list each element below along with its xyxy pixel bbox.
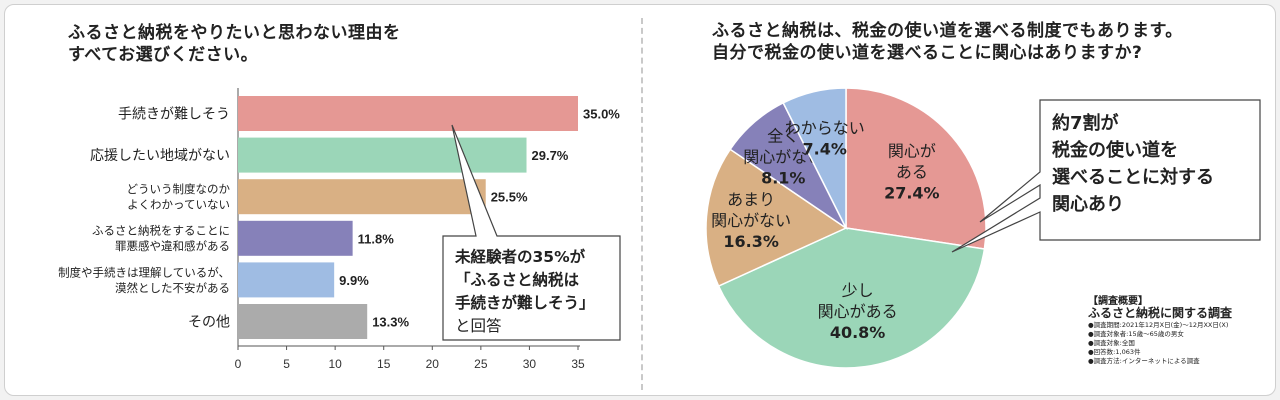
category-label: よくわかっていない	[127, 198, 230, 212]
pie-slice	[717, 227, 986, 369]
survey-title: ふるさと納税に関する調査	[1088, 306, 1233, 320]
pie-category-label: 関心がない	[743, 147, 823, 166]
bar-value-label: 25.5%	[491, 190, 528, 205]
q1-callout-text: 手続きが難しそう」	[455, 293, 595, 312]
category-label: その他	[188, 315, 230, 331]
q2-callout-text: 税金の使い道を	[1052, 139, 1178, 161]
pie-category-label: 少し	[842, 281, 874, 300]
pie-category-label: わからない	[785, 119, 865, 138]
bar	[238, 304, 368, 339]
pie-value-label: 7.4%	[803, 140, 847, 159]
q2-title-line2: 自分で税金の使い道を選べることに関心はありますか?	[712, 43, 1143, 63]
category-label: 手続きが難しそう	[118, 106, 230, 123]
pie-category-label: 全く	[767, 126, 799, 145]
bar	[238, 179, 486, 215]
category-label: 罪悪感や違和感がある	[115, 239, 230, 253]
bar	[238, 137, 527, 173]
q2-badge: Q.2	[672, 41, 692, 55]
x-tick-label: 0	[235, 357, 242, 371]
survey-item: ●調査対象者:15歳〜65歳の男女	[1088, 330, 1184, 338]
x-tick-label: 25	[474, 357, 488, 371]
pie-category-label: あまり	[727, 190, 775, 209]
pie-value-label: 16.3%	[723, 232, 779, 251]
survey-summary: 【調査概要】 ふるさと納税に関する調査 ●調査期間:2021年12月X日(金)〜…	[1088, 296, 1268, 366]
bar	[238, 220, 353, 256]
survey-item: ●回答数:1,063件	[1088, 348, 1141, 356]
pie-slice	[845, 87, 987, 250]
bar	[238, 262, 335, 298]
category-label: 漠然とした不安がある	[115, 281, 230, 295]
bar	[238, 96, 578, 131]
q1-title: ふるさと納税をやりたいと思わない理由を すべてお選びください。	[68, 22, 401, 66]
category-label: 応援したい地域がない	[90, 148, 230, 164]
q2-callout-text: 関心あり	[1052, 194, 1124, 215]
q2-callout-text: 選べることに対する	[1052, 166, 1214, 188]
pie-category-label: 関心がある	[818, 302, 898, 321]
q1-badge: Q.1	[29, 41, 49, 55]
q2-callout-box	[951, 99, 1261, 253]
pie-value-label: 8.1%	[761, 168, 805, 187]
bar-value-label: 29.7%	[532, 148, 569, 163]
q1-callout-text: 未経験者の35%が	[454, 247, 586, 266]
pie-category-label: 関心が	[888, 141, 936, 160]
category-label: どういう制度なのか	[127, 182, 231, 196]
q2-title-line1: ふるさと納税は、税金の使い道を選べる制度でもあります。	[712, 21, 1183, 41]
x-tick-label: 15	[377, 357, 391, 371]
q1-callout-text: 「ふるさと納税は	[455, 270, 580, 289]
pie-value-label: 27.4%	[884, 183, 940, 202]
bar-value-label: 13.3%	[372, 315, 409, 330]
bar-value-label: 35.0%	[583, 107, 620, 122]
pie-category-label: ある	[896, 162, 928, 181]
q1-callout-box	[442, 124, 621, 341]
pie-value-label: 40.8%	[830, 323, 886, 342]
survey-item: ●調査方法:インターネットによる調査	[1088, 357, 1200, 365]
q2-title: ふるさと納税は、税金の使い道を選べる制度でもあります。 自分で税金の使い道を選べ…	[712, 20, 1183, 64]
q1-title-line1: ふるさと納税をやりたいと思わない理由を	[68, 23, 401, 43]
x-tick-label: 5	[283, 357, 290, 371]
pie-slice	[705, 148, 848, 288]
survey-item: ●調査期間:2021年12月X日(金)〜12月XX日(X)	[1088, 321, 1229, 329]
bar-value-label: 9.9%	[339, 273, 369, 288]
survey-item: ●調査対象:全国	[1088, 339, 1135, 347]
x-tick-label: 30	[523, 357, 537, 371]
q1-callout-text: と回答	[455, 317, 502, 335]
q1-title-line2: すべてお選びください。	[68, 45, 259, 65]
panel-divider	[641, 18, 643, 390]
x-tick-label: 35	[571, 357, 585, 371]
x-tick-label: 20	[426, 357, 440, 371]
category-label: 制度や手続きは理解しているが、	[58, 265, 230, 279]
q2-callout-text: 約7割が	[1052, 112, 1119, 134]
pie-slice	[782, 87, 847, 229]
category-label: ふるさと納税をすることに	[92, 224, 230, 238]
x-tick-label: 10	[328, 357, 342, 371]
bar-value-label: 11.8%	[358, 231, 395, 246]
pie-category-label: 関心がない	[711, 211, 791, 230]
survey-heading: 【調査概要】	[1088, 296, 1148, 307]
